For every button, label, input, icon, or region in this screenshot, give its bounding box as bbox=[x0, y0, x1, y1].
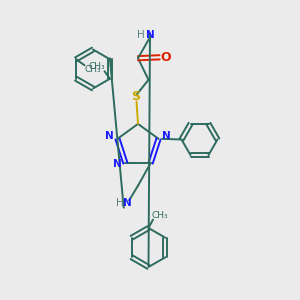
Text: H: H bbox=[116, 198, 124, 208]
Text: N: N bbox=[162, 131, 171, 141]
Text: CH₃: CH₃ bbox=[84, 65, 101, 74]
Text: S: S bbox=[131, 90, 140, 104]
Text: O: O bbox=[160, 51, 171, 64]
Text: CH₃: CH₃ bbox=[152, 212, 168, 220]
Text: H: H bbox=[137, 30, 145, 40]
Text: N: N bbox=[123, 198, 132, 208]
Text: N: N bbox=[113, 160, 122, 170]
Text: N: N bbox=[105, 131, 114, 141]
Text: CH₃: CH₃ bbox=[89, 62, 105, 71]
Text: N: N bbox=[146, 30, 154, 40]
